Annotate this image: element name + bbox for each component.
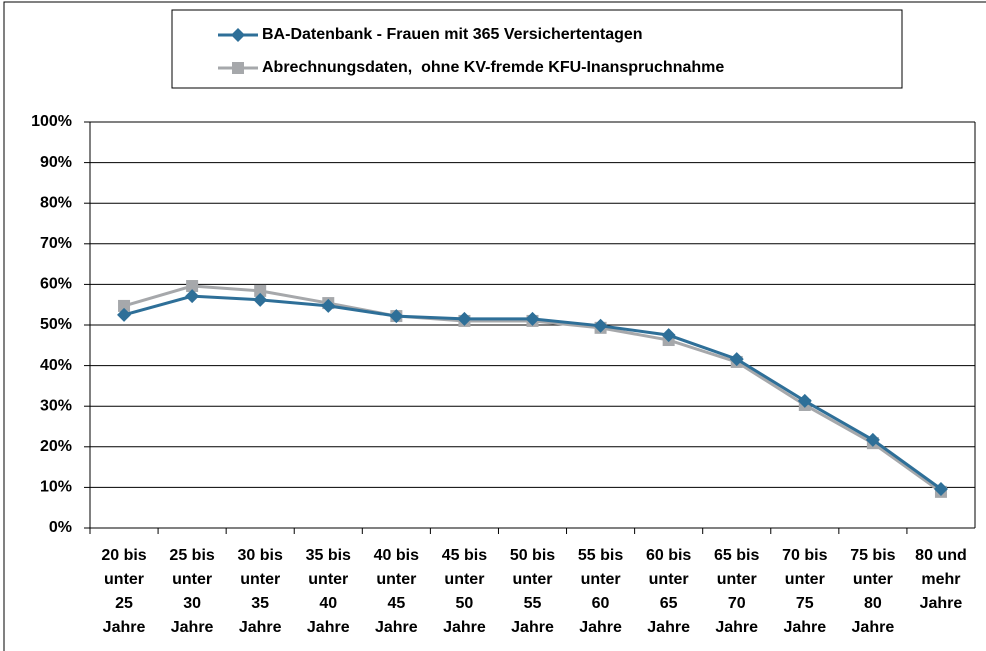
marker [117, 307, 132, 322]
marker [231, 28, 245, 42]
marker [865, 432, 880, 447]
legend-label: BA-Datenbank - Frauen mit 365 Versichert… [262, 26, 643, 43]
legend-box [171, 9, 903, 89]
x-tick-label: 60 bis unter 65 Jahre [645, 547, 692, 636]
marker [593, 318, 608, 333]
x-tick-label: 40 bis unter 45 Jahre [373, 547, 420, 636]
marker [729, 352, 744, 367]
x-tick-label: 20 bis unter 25 Jahre [101, 547, 147, 636]
marker [389, 309, 404, 324]
frame [3, 1, 986, 651]
marker [525, 311, 540, 326]
x-tick-label: 75 bis unter 80 Jahre [850, 547, 896, 636]
marker [253, 292, 268, 307]
marker [185, 289, 200, 304]
y-tick-label: 0% [49, 519, 72, 536]
marker [254, 284, 267, 297]
y-tick-label: 30% [40, 397, 72, 414]
y-tick-label: 90% [40, 154, 72, 171]
x-tick-label: 25 bis unter 30 Jahre [169, 547, 215, 636]
x-tick-label: 50 bis unter 55 Jahre [509, 547, 556, 636]
y-tick-label: 60% [40, 276, 72, 293]
marker [661, 328, 676, 343]
x-tick-label: 65 bis unter 70 Jahre [714, 547, 760, 636]
y-tick-label: 40% [40, 357, 72, 374]
marker [186, 280, 199, 293]
y-tick-label: 80% [40, 194, 72, 211]
y-tick-label: 50% [40, 316, 72, 333]
x-tick-label: 55 bis unter 60 Jahre [577, 547, 624, 636]
marker [457, 311, 472, 326]
x-tick-label: 45 bis unter 50 Jahre [441, 547, 488, 636]
x-tick-label: 80 und mehr Jahre [915, 547, 967, 612]
marker [933, 482, 948, 497]
marker [118, 299, 131, 312]
x-tick-label: 70 bis unter 75 Jahre [782, 547, 828, 636]
y-tick-label: 20% [40, 438, 72, 455]
marker [321, 298, 336, 313]
marker [797, 393, 812, 408]
legend-label: Abrechnungsdaten, ohne KV-fremde KFU-Ina… [262, 59, 724, 76]
x-tick-label: 30 bis unter 35 Jahre [237, 547, 283, 636]
x-tick-label: 35 bis unter 40 Jahre [305, 547, 351, 636]
y-tick-label: 10% [40, 479, 72, 496]
y-tick-label: 100% [31, 113, 72, 130]
y-tick-label: 70% [40, 235, 72, 252]
marker [232, 62, 244, 74]
